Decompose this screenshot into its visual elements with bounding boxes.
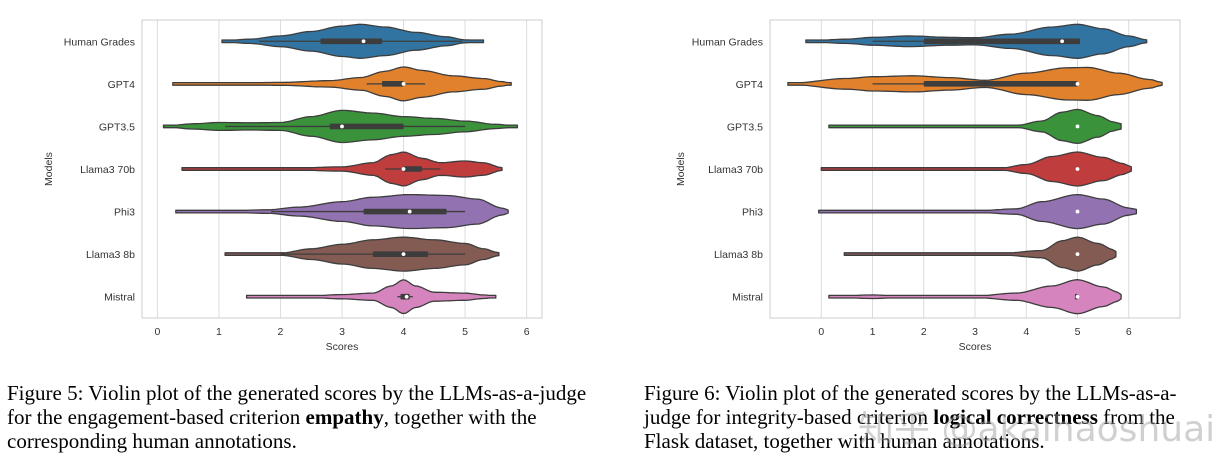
x-tick-label: 2 [921, 326, 927, 338]
x-tick-label: 0 [154, 326, 160, 338]
violin-median-dot [340, 125, 344, 129]
violin-median-dot [1076, 167, 1080, 171]
violin-median-dot [405, 295, 409, 299]
y-tick-label: Phi3 [742, 207, 763, 219]
figure-5-caption: Figure 5: Violin plot of the generated s… [7, 381, 592, 453]
figure-5-violin-chart: 0 1 2 3 4 5 6 Scores Models Human Grades GPT4 GPT3.… [0, 0, 600, 365]
x-tick-label: 1 [216, 326, 222, 338]
violin-iqr-box [924, 81, 1078, 87]
violin-median-dot [362, 39, 366, 43]
violin-body [247, 280, 496, 314]
violin-median-dot [1076, 295, 1080, 299]
y-tick-label: Human Grades [692, 36, 763, 48]
y-tick-label: Llama3 8b [86, 249, 135, 261]
x-axis-label: Scores [959, 341, 992, 353]
x-tick-label: 4 [1023, 326, 1029, 338]
violin-median-dot [1076, 125, 1080, 129]
y-tick-label: GPT4 [736, 79, 764, 91]
x-tick-label: 3 [339, 326, 345, 338]
violin-median-dot [1076, 210, 1080, 214]
violin-median-dot [402, 82, 406, 86]
violin-median-dot [408, 210, 412, 214]
y-tick-label: Llama3 70b [80, 164, 135, 176]
violin-iqr-box [373, 251, 428, 257]
y-tick-label: GPT3.5 [99, 121, 135, 133]
y-axis-label: Models [675, 152, 687, 186]
figure-6-caption: Figure 6: Violin plot of the generated s… [644, 381, 1222, 453]
x-tick-label: 4 [401, 326, 407, 338]
figure-6-violin-chart: 0 1 2 3 4 5 6 Scores Models Human Grades GPT4 GPT3.… [630, 0, 1223, 365]
violin-iqr-box [924, 38, 1080, 44]
x-tick-label: 1 [870, 326, 876, 338]
y-tick-label: Phi3 [114, 207, 135, 219]
x-tick-label: 5 [462, 326, 468, 338]
y-tick-label: GPT4 [108, 79, 136, 91]
violin-iqr-box [364, 209, 447, 215]
y-axis-label: Models [43, 152, 55, 186]
x-tick-label: 0 [818, 326, 824, 338]
violin-body [821, 152, 1131, 186]
caption-criterion: logical correctness [933, 405, 1098, 429]
y-tick-label: Llama3 8b [714, 249, 763, 261]
violin-body [819, 195, 1137, 229]
y-tick-label: Mistral [104, 292, 135, 304]
x-tick-label: 5 [1075, 326, 1081, 338]
violin-median-dot [1060, 39, 1064, 43]
x-axis-label: Scores [326, 341, 359, 353]
violin-median-dot [402, 252, 406, 256]
y-tick-label: Llama3 70b [708, 164, 763, 176]
y-tick-label: Human Grades [64, 36, 135, 48]
x-tick-label: 3 [972, 326, 978, 338]
violin-iqr-box [382, 81, 404, 87]
y-tick-label: GPT3.5 [727, 121, 763, 133]
violin-median-dot [1076, 252, 1080, 256]
x-tick-label: 6 [1126, 326, 1132, 338]
violin-body [844, 237, 1116, 271]
y-tick-label: Mistral [732, 292, 763, 304]
violin-median-dot [402, 167, 406, 171]
violin-iqr-box [320, 38, 382, 44]
caption-criterion: empathy [306, 405, 384, 429]
violin-iqr-box [404, 166, 422, 172]
x-tick-label: 2 [278, 326, 284, 338]
x-tick-label: 6 [524, 326, 530, 338]
violin-median-dot [1076, 82, 1080, 86]
